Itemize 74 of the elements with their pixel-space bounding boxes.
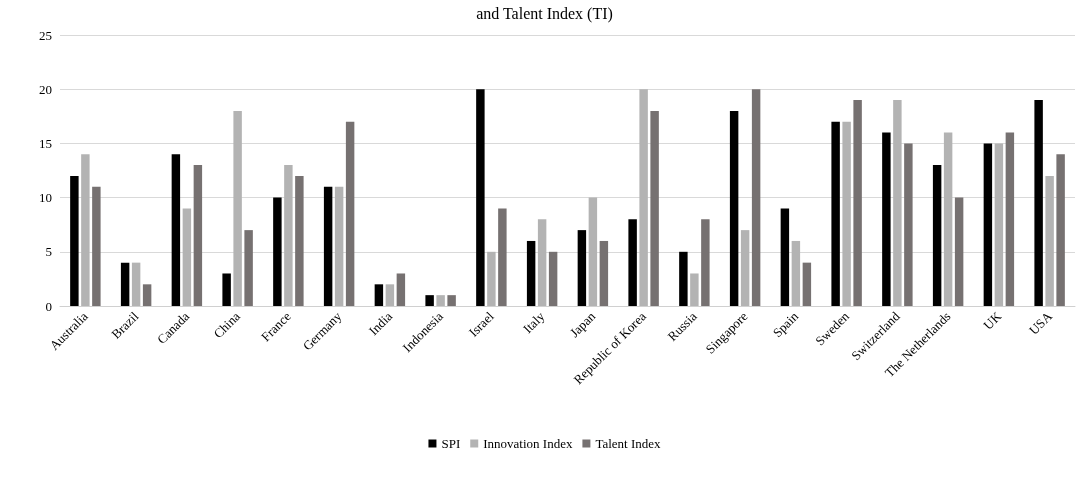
bar [954,197,964,306]
bar [1034,100,1043,306]
bar [498,208,507,306]
bar [904,143,913,306]
bar [244,230,253,306]
x-tick-label: USA [1025,308,1056,338]
x-tick-label: Italy [519,308,548,337]
bar [983,143,993,306]
bar [994,143,1004,306]
bar [842,121,851,306]
bar [526,240,536,306]
y-tick-label: 15 [39,135,52,151]
bar [295,175,304,306]
bar [577,230,587,306]
bar [751,89,761,306]
bar [487,251,496,306]
bar [932,165,942,306]
bar [374,284,384,306]
bar [193,165,203,306]
bar [345,121,355,306]
bar [679,251,688,306]
bar [882,132,891,306]
bar [729,110,739,306]
legend-label: Innovation Index [483,436,573,451]
y-tick-label: 10 [39,190,52,206]
bar [92,186,101,306]
bar [1005,132,1015,306]
bar [639,89,648,306]
bar [425,295,434,306]
bar [476,89,485,306]
bar [628,219,637,306]
bar [334,186,344,306]
bar [548,251,558,306]
y-tick-label: 5 [45,244,52,260]
bar [1056,154,1065,306]
bar [831,121,840,306]
y-tick-label: 25 [39,27,52,43]
bar [385,284,395,306]
bar [182,208,192,306]
bar [791,240,801,306]
bar [171,154,181,306]
bar [396,273,406,306]
bar [853,100,862,306]
bar [323,186,333,306]
chart-title: and Talent Index (TI) [476,4,613,23]
bar [893,100,902,306]
bar [131,262,141,306]
x-tick-label: UK [980,308,1005,333]
bar [599,240,609,306]
bar [537,219,547,306]
bar [802,262,812,306]
bar [81,154,90,306]
bar [943,132,953,306]
legend-label: Talent Index [595,436,662,451]
bar [222,273,231,306]
legend-label: SPI [441,436,461,451]
bar [780,208,790,306]
bar [120,262,130,306]
bar [1045,175,1054,306]
bar [690,273,699,306]
x-tick-label: India [365,308,396,339]
bar [650,110,659,306]
bar [740,230,750,306]
bar [284,165,293,306]
bar [142,284,152,306]
bar [447,295,456,306]
bar [436,295,445,306]
y-tick-label: 20 [39,81,52,97]
bar [70,175,79,306]
bar [701,219,710,306]
y-tick-label: 0 [45,298,52,314]
bar [233,110,242,306]
bar [273,197,282,306]
bar [588,197,598,306]
